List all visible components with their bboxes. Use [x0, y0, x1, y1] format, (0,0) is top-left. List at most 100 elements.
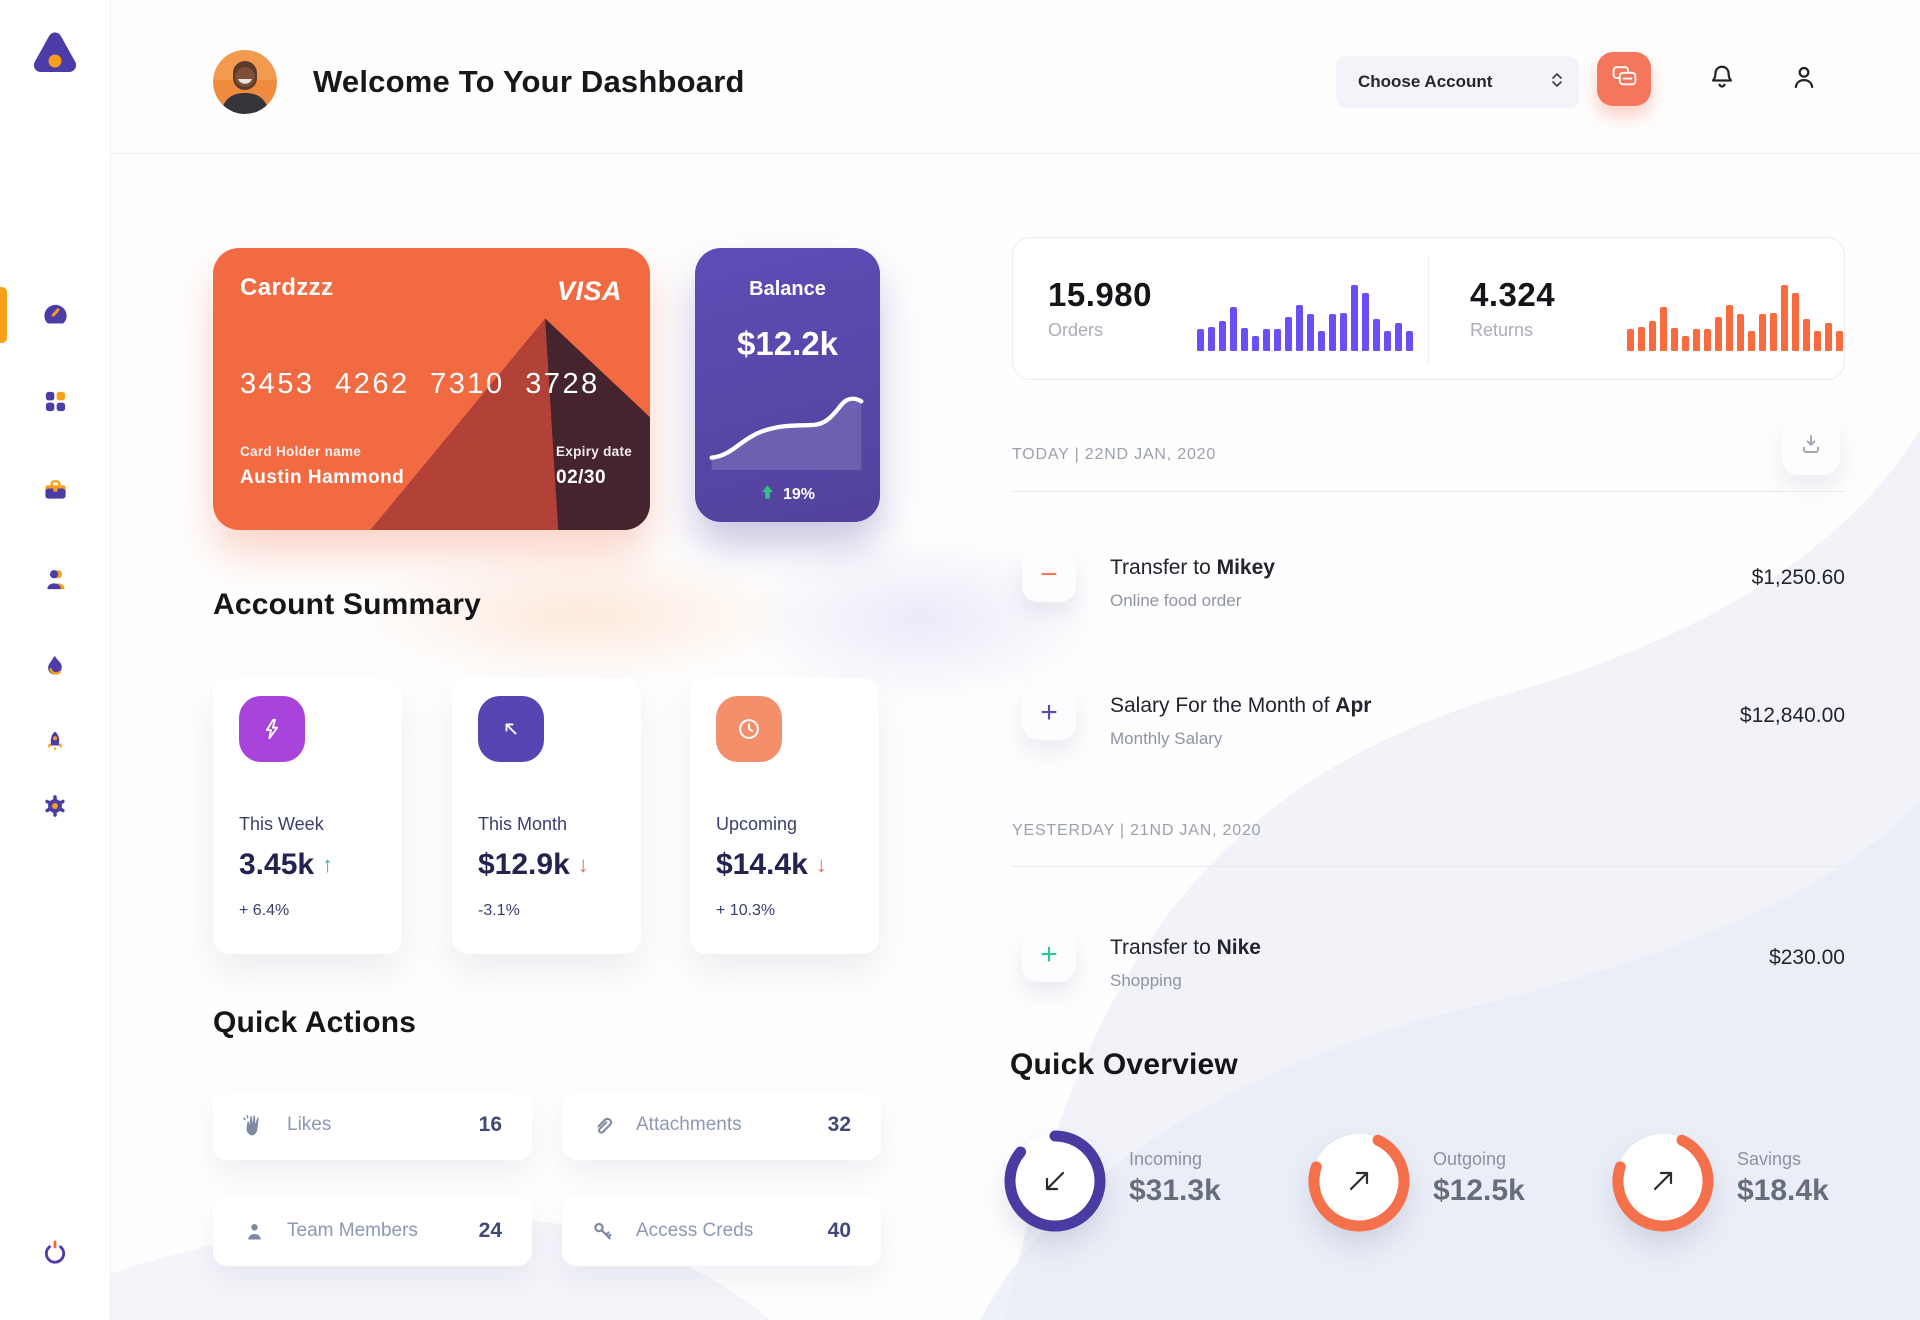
- gauge-value: $18.4k: [1737, 1174, 1829, 1207]
- arrow-up-left-icon: [478, 696, 544, 762]
- minus-icon: −: [1022, 548, 1076, 602]
- plus-icon: +: [1022, 686, 1076, 740]
- quick-overview-heading: Quick Overview: [1010, 1048, 1238, 1081]
- arrow-up-right-icon: [1349, 1171, 1369, 1191]
- expiry-value: 02/30: [556, 467, 607, 488]
- messages-button[interactable]: [1597, 52, 1651, 106]
- notifications-button[interactable]: [1700, 57, 1744, 101]
- page-title: Welcome To Your Dashboard: [313, 64, 745, 99]
- key-icon: [588, 1219, 618, 1243]
- sidebar-item-launch[interactable]: [0, 716, 110, 772]
- tx-amount: $12,840.00: [1739, 704, 1845, 727]
- expiry-label: Expiry date: [556, 444, 633, 459]
- download-button[interactable]: [1782, 418, 1840, 475]
- gauge-incoming: Incoming $31.3k: [999, 1125, 1221, 1237]
- tx-subtitle: Shopping: [1110, 971, 1182, 990]
- quick-action-count: 32: [827, 1113, 851, 1136]
- quick-action-likes[interactable]: Likes 16: [213, 1090, 532, 1160]
- summary-value: 3.45k: [239, 848, 315, 881]
- quick-action-label: Access Creds: [636, 1220, 754, 1241]
- outgoing-donut: [1303, 1125, 1415, 1237]
- user-avatar[interactable]: [213, 50, 277, 114]
- quick-action-team-members[interactable]: Team Members 24: [213, 1196, 532, 1266]
- tx-amount: $230.00: [1769, 946, 1845, 969]
- date-group-yesterday: YESTERDAY | 21ND JAN, 2020: [1012, 822, 1262, 839]
- speedometer-icon: [42, 301, 69, 332]
- tx-title-name: Nike: [1216, 936, 1261, 959]
- rocket-icon: [43, 730, 67, 759]
- quick-action-label: Attachments: [636, 1114, 742, 1135]
- card-number: 3453 4262 7310 3728: [240, 368, 600, 400]
- summary-delta: -3.1%: [478, 902, 520, 919]
- quick-action-count: 24: [478, 1219, 502, 1242]
- briefcase-icon: [43, 478, 68, 507]
- returns-value: 4.324: [1470, 276, 1556, 313]
- user-icon: [1790, 63, 1818, 96]
- chat-bubbles-icon: [1611, 64, 1638, 94]
- visa-logo: VISA: [556, 276, 622, 306]
- summary-card-this-month: This Month $12.9k ↓ -3.1%: [452, 678, 641, 954]
- incoming-donut: [999, 1125, 1111, 1237]
- summary-label: This Week: [239, 814, 324, 834]
- tx-amount: $1,250.60: [1751, 566, 1845, 589]
- grid-icon: [44, 390, 67, 418]
- gauge-outgoing: Outgoing $12.5k: [1303, 1125, 1525, 1237]
- sidebar-item-settings[interactable]: [0, 780, 110, 836]
- balance-title: Balance: [749, 278, 826, 300]
- quick-action-count: 16: [478, 1113, 502, 1136]
- balance-line-chart: [709, 396, 864, 470]
- quick-actions-heading: Quick Actions: [213, 1006, 417, 1039]
- account-select[interactable]: Choose Account: [1336, 56, 1579, 108]
- tx-title-prefix: Transfer to: [1110, 936, 1217, 959]
- lightning-icon: [239, 696, 305, 762]
- balance-card: Balance $12.2k 19%: [695, 248, 880, 522]
- trend-arrow: ↑: [322, 852, 334, 877]
- summary-card-this-week: This Week 3.45k ↑ + 6.4%: [213, 678, 402, 954]
- gauge-value: $12.5k: [1433, 1174, 1525, 1207]
- tx-subtitle: Online food order: [1110, 591, 1242, 610]
- tx-title-name: Mikey: [1216, 556, 1275, 579]
- arrow-up-right-icon: [1653, 1171, 1673, 1191]
- clap-icon: [239, 1113, 269, 1138]
- logout-button[interactable]: [0, 1226, 110, 1282]
- sidebar-item-trending[interactable]: [0, 640, 110, 696]
- quick-action-access-creds[interactable]: Access Creds 40: [562, 1196, 881, 1266]
- tx-title-prefix: Transfer to: [1110, 556, 1217, 579]
- sidebar-item-apps[interactable]: [0, 376, 110, 432]
- card-holder-label: Card Holder name: [240, 444, 362, 459]
- chevron-up-down-icon: [1551, 71, 1563, 94]
- quick-action-attachments[interactable]: Attachments 32: [562, 1090, 881, 1160]
- gear-icon: [42, 793, 68, 824]
- orders-value: 15.980: [1048, 276, 1152, 313]
- list-divider: [1012, 866, 1845, 867]
- summary-value: $12.9k: [478, 848, 570, 881]
- flame-icon: [43, 654, 67, 683]
- card-name: Cardzzz: [240, 274, 334, 301]
- gauge-label: Savings: [1737, 1149, 1802, 1169]
- quick-action-count: 40: [827, 1219, 851, 1242]
- savings-donut: [1607, 1125, 1719, 1237]
- returns-label: Returns: [1470, 320, 1534, 340]
- trend-arrow: ↓: [815, 852, 827, 877]
- summary-label: Upcoming: [716, 814, 798, 834]
- quick-action-label: Likes: [287, 1114, 332, 1135]
- tx-title-prefix: Salary For the Month of: [1110, 694, 1336, 717]
- clock-icon: [716, 696, 782, 762]
- account-summary-heading: Account Summary: [213, 588, 482, 621]
- sidebar-item-dashboard[interactable]: [0, 288, 110, 344]
- sidebar-item-work[interactable]: [0, 464, 110, 520]
- app-logo[interactable]: [29, 28, 81, 85]
- active-item-indicator: [0, 287, 7, 343]
- people-icon: [43, 568, 68, 596]
- account-select-label: Choose Account: [1358, 72, 1493, 91]
- summary-value: $14.4k: [716, 848, 808, 881]
- stats-divider: [1428, 255, 1429, 363]
- quick-action-label: Team Members: [287, 1220, 418, 1241]
- gauge-value: $31.3k: [1129, 1174, 1221, 1207]
- download-icon: [1799, 432, 1823, 461]
- summary-delta: + 10.3%: [716, 902, 776, 919]
- sidebar-item-contacts[interactable]: [0, 554, 110, 610]
- profile-button[interactable]: [1782, 57, 1826, 101]
- avatar-image: [213, 50, 277, 114]
